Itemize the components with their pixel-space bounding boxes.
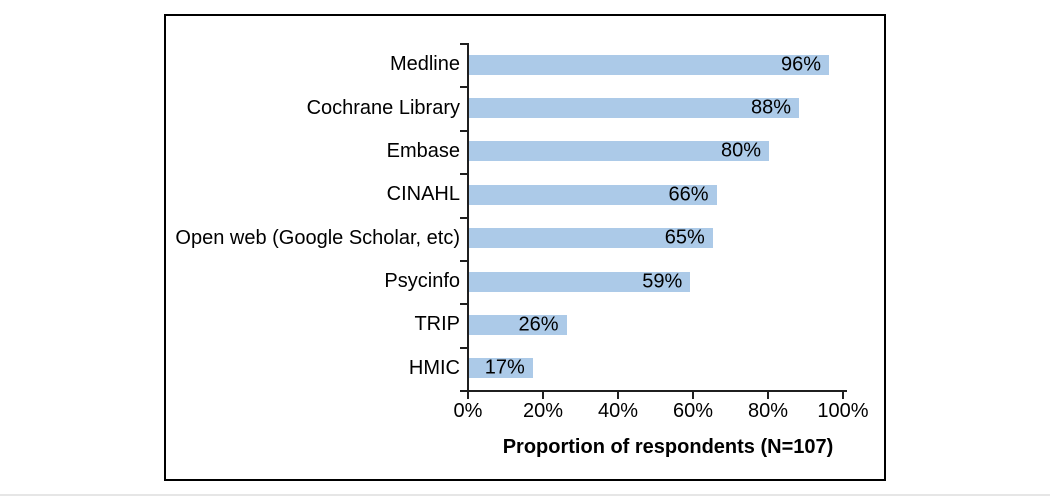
page-bottom-rule <box>0 494 1050 496</box>
category-label: Psycinfo <box>384 270 460 293</box>
x-axis-tick <box>692 392 694 399</box>
y-axis-tick <box>460 216 468 219</box>
x-tick-label: 60% <box>672 400 714 422</box>
bar: 88% <box>469 96 799 119</box>
category-label: Cochrane Library <box>306 96 460 119</box>
bar: 80% <box>469 139 769 162</box>
bar: 66% <box>469 183 717 206</box>
y-axis-tick <box>460 259 468 262</box>
category-label: CINAHL <box>386 183 460 206</box>
x-axis-tick <box>842 392 844 399</box>
y-axis-tick <box>460 346 468 349</box>
x-axis-tick <box>767 392 769 399</box>
bar-value-label: 59% <box>642 270 683 293</box>
y-axis-tick <box>460 86 468 89</box>
bar-value-label: 96% <box>780 53 821 76</box>
x-tick-label: 40% <box>597 400 639 422</box>
x-axis-line <box>467 390 847 392</box>
x-tick-label: 100% <box>817 400 869 422</box>
x-axis-title: Proportion of respondents (N=107) <box>502 436 834 458</box>
x-axis-tick <box>617 392 619 399</box>
bar-value-label: 17% <box>484 356 525 379</box>
y-axis-tick <box>460 129 468 132</box>
bar-value-label: 66% <box>668 183 709 206</box>
bar: 26% <box>469 313 567 336</box>
y-axis-tick <box>460 173 468 176</box>
y-axis-tick <box>460 43 468 45</box>
x-tick-label: 0% <box>453 400 483 422</box>
category-label: TRIP <box>414 313 460 336</box>
y-axis-tick <box>460 390 468 392</box>
plot-area: Medline 96% Cochrane Library 88% Embase 80% CI… <box>166 16 884 479</box>
x-tick-label: 20% <box>522 400 564 422</box>
category-label: Medline <box>389 53 460 76</box>
x-axis-tick <box>467 392 469 399</box>
x-axis-tick <box>542 392 544 399</box>
chart-frame: Medline 96% Cochrane Library 88% Embase 80% CI… <box>164 14 886 481</box>
y-axis-tick <box>460 303 468 306</box>
bar: 65% <box>469 226 713 249</box>
bar: 59% <box>469 270 691 293</box>
category-label: Open web (Google Scholar, etc) <box>175 226 460 249</box>
bar-value-label: 65% <box>664 226 705 249</box>
bar: 17% <box>469 356 533 379</box>
category-label: Embase <box>386 139 460 162</box>
y-axis-line <box>467 43 469 390</box>
bar-value-label: 88% <box>750 96 791 119</box>
bar: 96% <box>469 53 829 76</box>
bar-value-label: 26% <box>518 313 559 336</box>
category-label: HMIC <box>408 356 460 379</box>
bar-value-label: 80% <box>720 139 761 162</box>
x-tick-label: 80% <box>747 400 789 422</box>
